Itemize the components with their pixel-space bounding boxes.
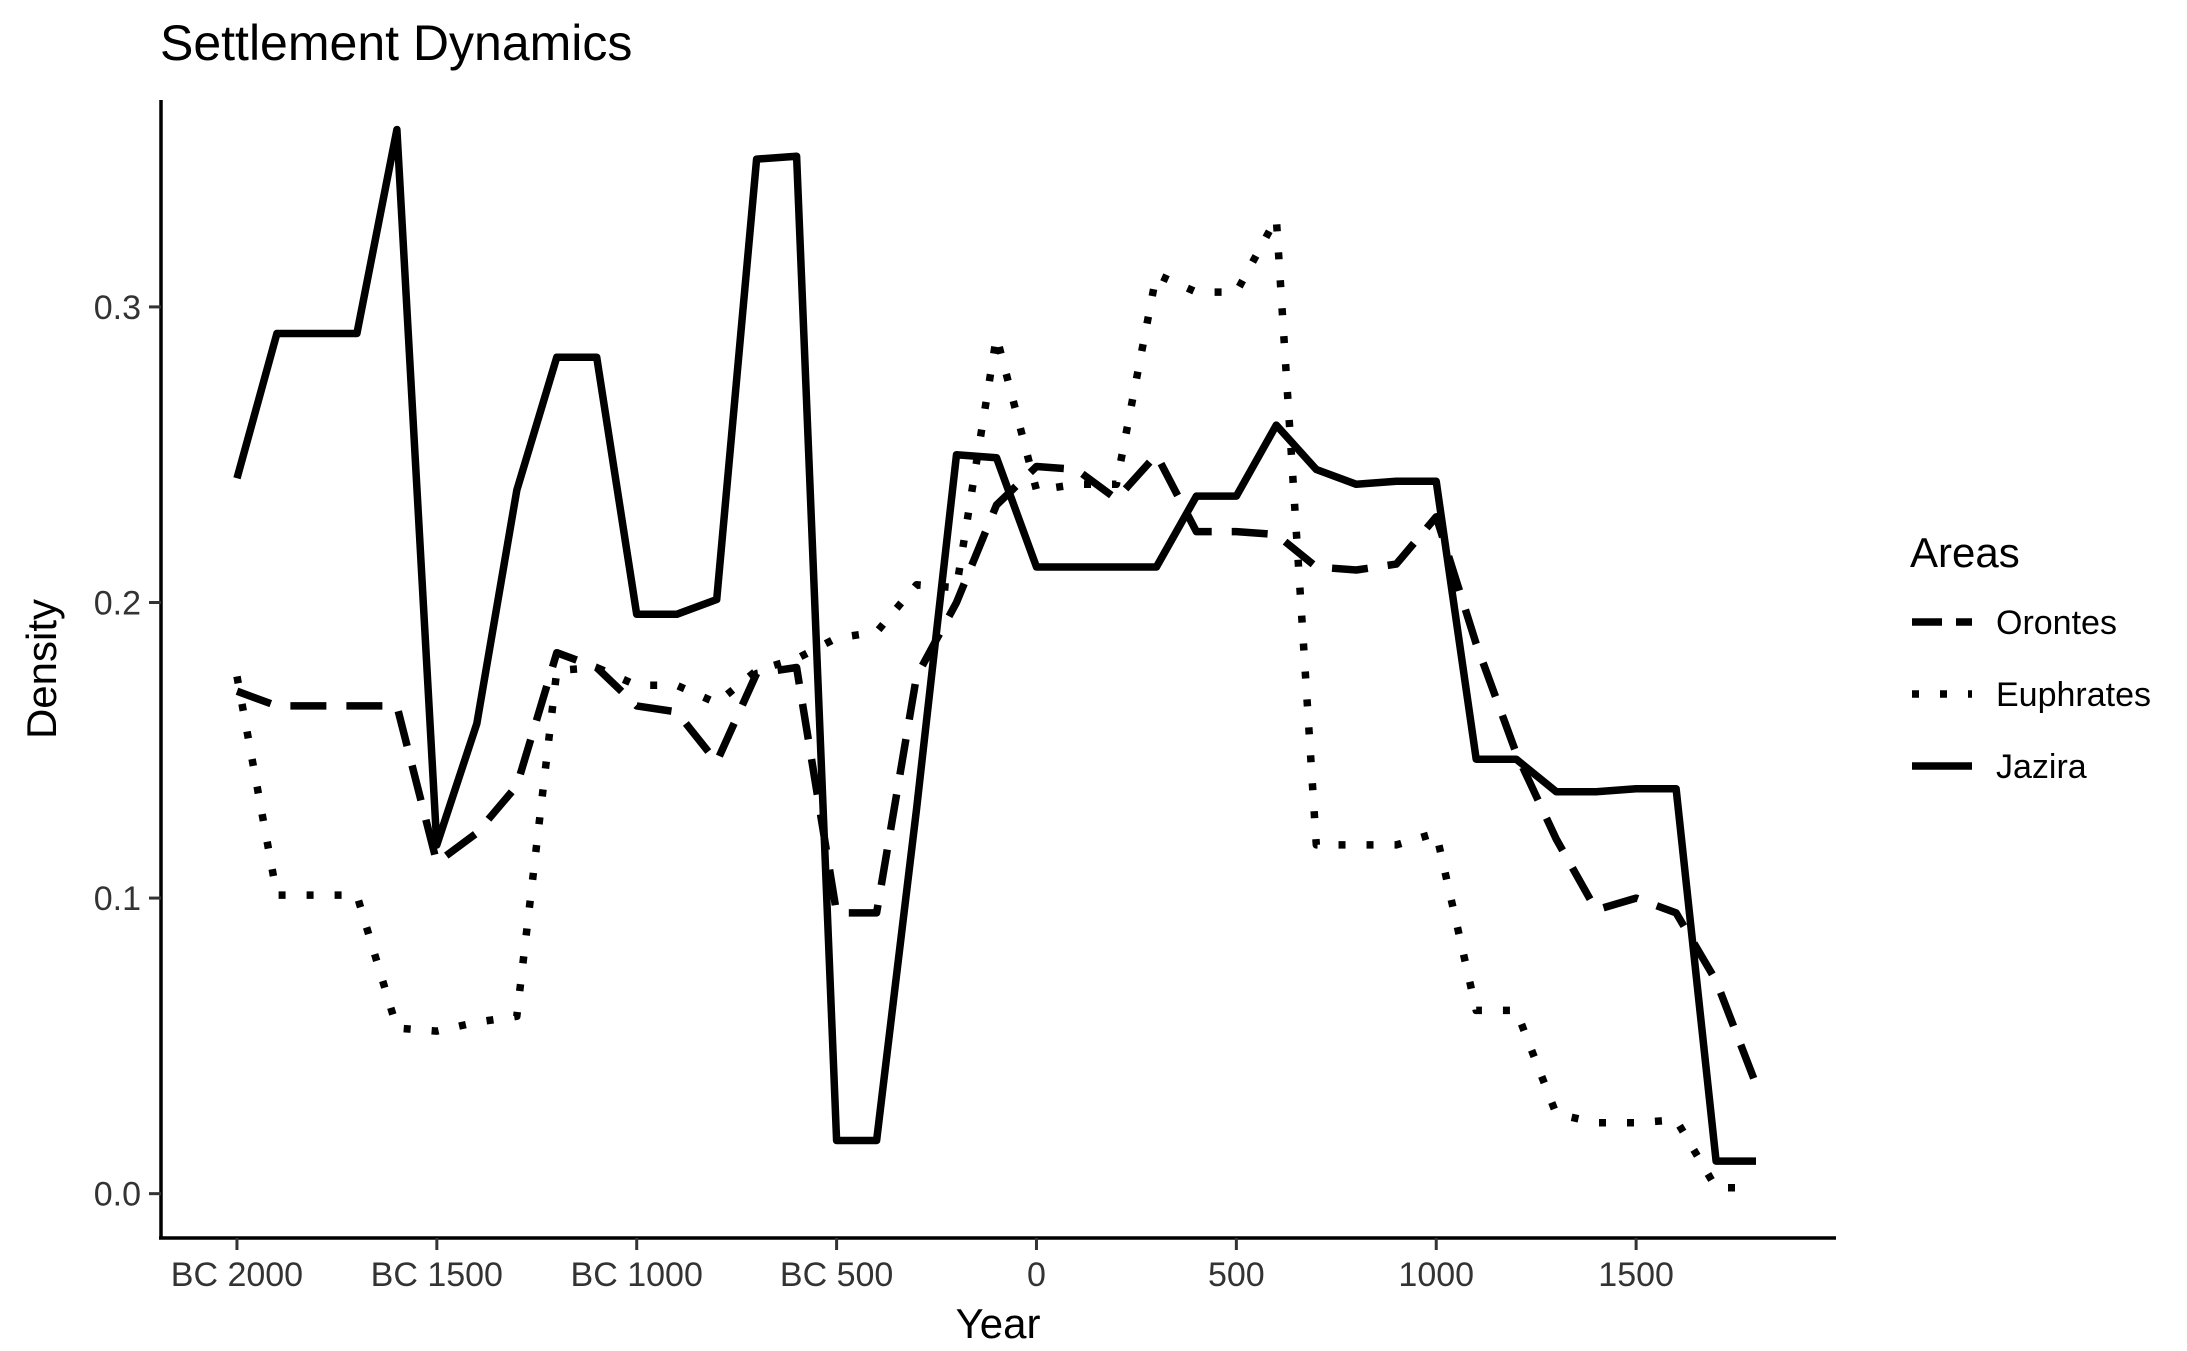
x-axis-title: Year xyxy=(956,1300,1041,1347)
legend-label-jazira: Jazira xyxy=(1996,748,2087,786)
x-tick-label: BC 2000 xyxy=(171,1256,303,1294)
y-tick-label: 0.1 xyxy=(94,880,141,918)
x-tick-label: 1000 xyxy=(1398,1256,1474,1294)
legend-label-orontes: Orontes xyxy=(1996,604,2117,642)
x-tick-label: 0 xyxy=(1027,1256,1046,1294)
series-line-euphrates xyxy=(233,214,1756,1192)
x-tick-label: 500 xyxy=(1208,1256,1265,1294)
legend: Areas Orontes Euphrates Jazira xyxy=(1910,529,2151,786)
series-line-orontes xyxy=(235,450,1760,1086)
chart-title: Settlement Dynamics xyxy=(160,15,632,71)
y-tick-label: 0.0 xyxy=(94,1176,141,1214)
y-axis-ticks: 0.0 0.1 0.2 0.3 xyxy=(94,289,161,1214)
series-line-jazira xyxy=(233,125,1756,1165)
plot-area xyxy=(233,125,1760,1192)
x-tick-label: BC 500 xyxy=(780,1256,893,1294)
x-tick-label: 1500 xyxy=(1598,1256,1674,1294)
x-axis-ticks: BC 2000 BC 1500 BC 1000 BC 500 0 500 1000 1500 xyxy=(171,1238,1674,1294)
legend-title: Areas xyxy=(1910,529,2020,576)
x-tick-label: BC 1000 xyxy=(571,1256,703,1294)
y-axis-title: Density xyxy=(18,599,65,739)
legend-label-euphrates: Euphrates xyxy=(1996,676,2151,714)
y-tick-label: 0.3 xyxy=(94,289,141,327)
x-tick-label: BC 1500 xyxy=(371,1256,503,1294)
y-tick-label: 0.2 xyxy=(94,584,141,622)
